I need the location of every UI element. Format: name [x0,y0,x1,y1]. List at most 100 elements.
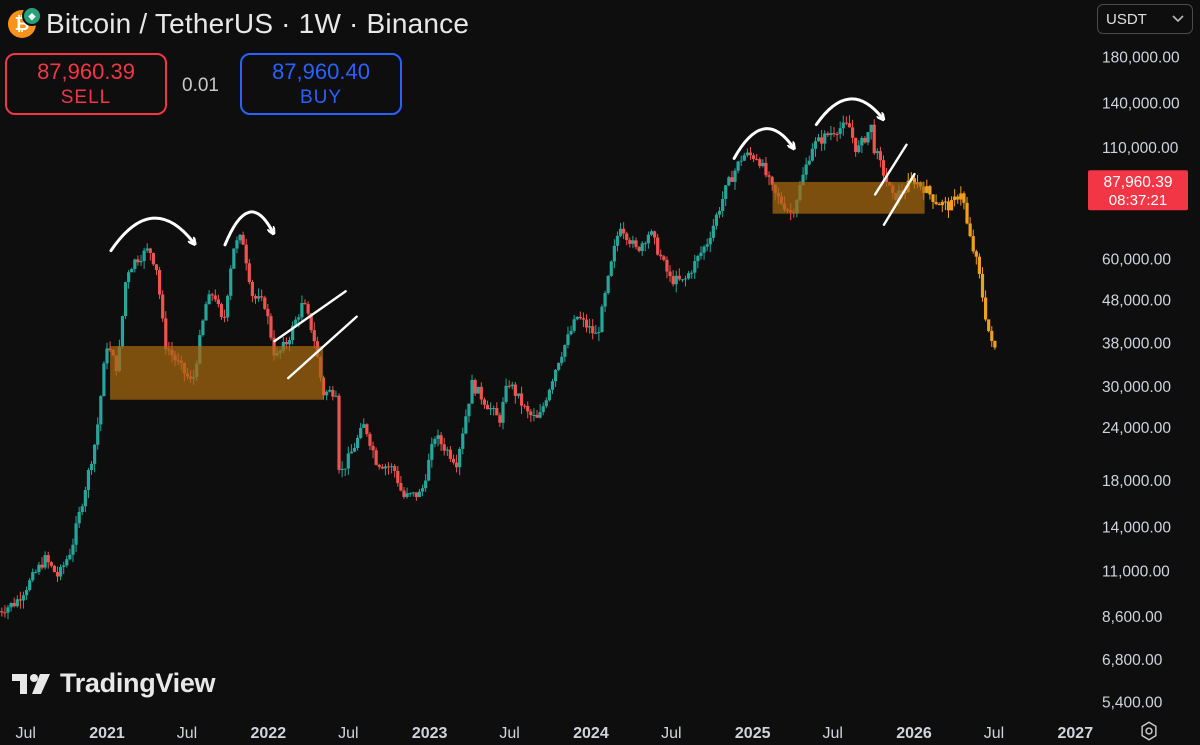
gear-icon[interactable] [1138,720,1160,742]
candle [730,170,734,183]
tether-icon: ◆ [22,6,42,26]
candle [399,476,403,492]
time-axis-label: Jul [661,725,681,742]
candle-body [937,203,941,206]
candle [402,487,406,499]
candle [362,418,366,428]
candle-body [405,493,409,497]
candle [154,264,159,276]
candle [560,351,564,366]
candle-body [755,159,759,161]
candle-body [331,389,335,397]
candle [708,231,712,253]
candle [96,417,100,450]
sell-button[interactable]: 87,960.39 SELL [5,53,167,115]
candle-body [578,316,582,319]
candle-body [702,246,706,253]
candle-body [424,480,428,489]
price-tag-timer: 08:37:21 [1109,192,1167,209]
candle-body [399,483,403,491]
candle-body [640,243,644,251]
candle [968,217,972,238]
candle-body [58,566,63,577]
candle [990,326,994,347]
candle-body [526,406,530,412]
candle-body [566,334,570,345]
candle [473,378,477,397]
time-axis-label: Jul [15,725,35,742]
buy-price: 87,960.40 [272,59,370,84]
candle-body [553,369,558,382]
candle [665,256,669,279]
candle-body [847,123,852,128]
curved-arrow-drawing [732,127,792,160]
candle-body [733,170,737,182]
candle [414,492,418,501]
candle-body [835,134,839,136]
candle [807,155,811,166]
candle [622,222,626,240]
candle-body [625,233,629,241]
tradingview-logo[interactable]: TradingView [12,668,216,699]
candle [764,156,768,178]
candle-body [68,554,72,560]
candle-body [495,408,499,416]
candle [256,288,261,302]
candle [584,314,589,333]
candle-body [668,271,672,277]
candle-body [959,193,963,200]
candle-body [498,415,502,423]
candle-body [962,193,966,203]
candle [161,290,165,322]
support-zone [772,181,925,214]
candle [263,295,267,310]
candle [485,400,490,410]
price-axis-label: 5,400.00 [1102,695,1163,712]
candle [229,265,233,301]
candle [758,157,762,169]
candle-body [838,128,842,135]
candle [120,315,125,349]
candle [649,229,654,236]
candle [550,378,555,394]
candle-body [696,255,700,262]
buy-button[interactable]: 87,960.40 BUY [240,53,402,115]
candle [386,462,391,475]
candle [15,595,19,608]
candle [430,437,434,468]
candle-body [742,155,746,161]
candle-body [343,468,347,470]
candle-body [538,412,542,418]
candle-body [28,580,32,591]
candle [52,564,57,573]
candle-body [863,137,867,143]
candle-body [216,299,220,305]
candle-body [804,164,808,175]
candle [89,460,94,475]
currency-value: USDT [1106,10,1147,28]
buy-label: BUY [299,87,343,108]
candle [507,380,511,389]
candle [492,405,496,416]
candle [291,321,295,345]
candle [513,382,517,404]
symbol-title[interactable]: Bitcoin / TetherUS · 1W · Binance [46,8,470,39]
candle-body [74,523,78,545]
candle [445,446,449,456]
candle-body [850,127,855,138]
candle [625,231,629,246]
candle-body [884,175,889,182]
candle [832,127,836,137]
candle [136,255,140,266]
candle [28,577,32,592]
candle-body [31,572,35,581]
candle [962,191,966,210]
candle-body [247,263,251,283]
candle-body [584,319,589,328]
candle-body [37,564,41,573]
currency-select[interactable]: USDT [1097,4,1193,34]
candle [408,492,412,498]
candle-body [86,470,91,491]
candle [993,340,997,350]
